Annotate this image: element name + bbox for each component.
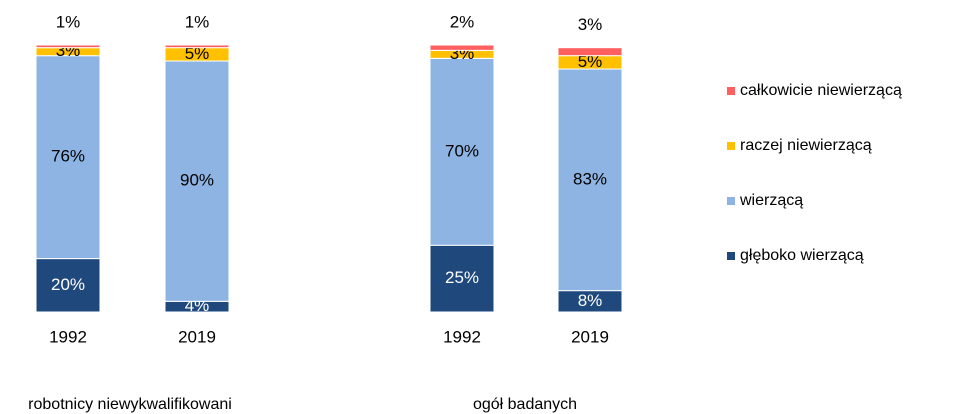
legend-swatch bbox=[727, 252, 735, 260]
legend-label: wierzącą bbox=[739, 192, 803, 209]
data-label: 5% bbox=[578, 52, 603, 71]
bar-segment bbox=[35, 55, 101, 260]
data-label: 3% bbox=[578, 15, 603, 34]
group-label: robotnicy niewykwalifikowani bbox=[28, 396, 232, 413]
bar-segment bbox=[557, 68, 623, 292]
data-label: 1% bbox=[56, 12, 81, 31]
bar-segment bbox=[429, 44, 495, 51]
data-label: 1% bbox=[185, 12, 210, 31]
bar-segment bbox=[35, 44, 101, 49]
data-label: 90% bbox=[180, 171, 214, 190]
group-label: ogół badanych bbox=[473, 396, 577, 413]
data-label: 25% bbox=[445, 268, 479, 287]
legend-swatch bbox=[727, 142, 735, 150]
data-label: 2% bbox=[450, 12, 475, 31]
data-label: 76% bbox=[51, 147, 85, 166]
x-tick-label: 2019 bbox=[571, 327, 609, 346]
legend-label: raczej niewierzącą bbox=[740, 137, 872, 154]
legend-swatch bbox=[727, 87, 735, 95]
data-label: 83% bbox=[573, 169, 607, 188]
x-tick-label: 1992 bbox=[443, 327, 481, 346]
bar-segment bbox=[164, 44, 230, 49]
legend-label: całkowicie niewierzącą bbox=[740, 82, 902, 99]
data-label: 70% bbox=[445, 141, 479, 160]
bar-segment bbox=[429, 57, 495, 246]
bar-segment bbox=[557, 47, 623, 57]
data-label: 20% bbox=[51, 275, 85, 294]
legend-swatch bbox=[727, 197, 735, 205]
bar-segment bbox=[429, 244, 495, 313]
bar-segment bbox=[35, 258, 101, 313]
legend-label: głęboko wierzącą bbox=[740, 247, 864, 264]
x-tick-label: 2019 bbox=[178, 327, 216, 346]
data-label: 3% bbox=[56, 41, 81, 60]
data-label: 8% bbox=[578, 291, 603, 310]
x-tick-label: 1992 bbox=[49, 327, 87, 346]
data-label: 5% bbox=[185, 44, 210, 63]
